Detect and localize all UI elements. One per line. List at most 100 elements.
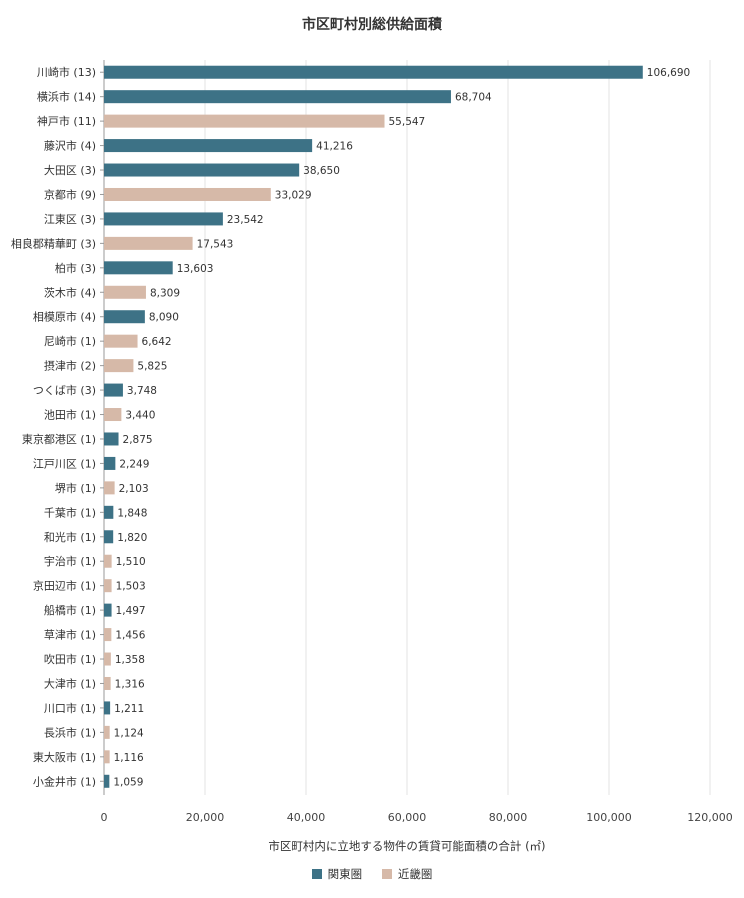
category-label-3: 藤沢市 (4) <box>44 139 96 153</box>
chart-title: 市区町村別総供給面積 <box>302 17 442 33</box>
category-label-19: 和光市 (1) <box>44 530 96 544</box>
category-label-0: 川崎市 (13) <box>37 65 96 79</box>
category-label-8: 柏市 (3) <box>55 261 96 275</box>
value-label-27: 1,124 <box>114 727 144 739</box>
bar-22 <box>104 603 112 617</box>
bar-6 <box>104 212 223 226</box>
axes: 0 20,000 40,000 60,000 80,000 100,000 120,000 <box>100 60 733 824</box>
bar-21 <box>104 579 112 593</box>
bar-24 <box>104 652 111 666</box>
bar-29 <box>104 774 110 788</box>
category-label-25: 大津市 (1) <box>44 676 96 690</box>
x-tick-label-0: 0 <box>101 811 108 824</box>
category-label-20: 宇治市 (1) <box>44 554 96 568</box>
category-label-28: 東大阪市 (1) <box>33 750 96 764</box>
legend-label-kinki: 近畿圏 <box>397 867 433 881</box>
bar-0 <box>104 65 643 79</box>
x-tick-label-3: 60,000 <box>388 811 427 824</box>
x-tick-label-4: 80,000 <box>489 811 528 824</box>
bar-2 <box>104 114 385 128</box>
bar-5 <box>104 187 271 201</box>
value-label-7: 17,543 <box>197 238 234 250</box>
value-label-9: 8,309 <box>150 287 180 299</box>
category-label-14: 池田市 (1) <box>44 408 96 422</box>
value-label-12: 5,825 <box>137 361 167 373</box>
labels: 川崎市 (13) 106,690 横浜市 (14) 68,704 神戸市 (11) 55,… <box>11 65 690 788</box>
bar-9 <box>104 285 146 299</box>
legend: 関東圏 近畿圏 <box>0 866 744 882</box>
value-label-22: 1,497 <box>116 605 146 617</box>
value-label-5: 33,029 <box>275 189 312 201</box>
bar-10 <box>104 310 145 324</box>
category-label-13: つくば市 (3) <box>33 383 96 397</box>
value-label-4: 38,650 <box>303 165 340 177</box>
bar-27 <box>104 725 110 739</box>
category-label-11: 尼崎市 (1) <box>44 334 96 348</box>
bar-25 <box>104 676 111 690</box>
bar-17 <box>104 481 115 495</box>
bar-13 <box>104 383 123 397</box>
bar-15 <box>104 432 119 446</box>
value-label-21: 1,503 <box>116 581 146 593</box>
value-label-15: 2,875 <box>123 434 153 446</box>
value-label-16: 2,249 <box>119 458 149 470</box>
value-label-17: 2,103 <box>119 483 149 495</box>
legend-item-kinki: 近畿圏 <box>381 866 433 882</box>
value-label-11: 6,642 <box>142 336 172 348</box>
category-label-7: 相良郡精華町 (3) <box>11 236 96 250</box>
category-label-17: 堺市 (1) <box>55 481 96 495</box>
bar-19 <box>104 530 114 544</box>
category-label-1: 横浜市 (14) <box>37 90 96 104</box>
value-label-28: 1,116 <box>114 752 144 764</box>
value-label-18: 1,848 <box>117 507 147 519</box>
bar-3 <box>104 139 313 153</box>
x-tick-label-1: 20,000 <box>186 811 225 824</box>
category-label-5: 京都市 (9) <box>44 187 96 201</box>
category-label-10: 相模原市 (4) <box>33 310 96 324</box>
value-label-2: 55,547 <box>389 116 426 128</box>
legend-item-kanto: 関東圏 <box>311 866 363 882</box>
value-label-1: 68,704 <box>455 92 492 104</box>
value-label-3: 41,216 <box>316 141 353 153</box>
bar-23 <box>104 628 112 642</box>
legend-swatch-kinki <box>381 869 392 879</box>
value-label-6: 23,542 <box>227 214 264 226</box>
category-label-15: 東京都港区 (1) <box>22 432 96 446</box>
value-label-23: 1,456 <box>115 630 145 642</box>
bar-14 <box>104 408 122 422</box>
category-label-9: 茨木市 (4) <box>44 285 96 299</box>
bar-1 <box>104 90 451 104</box>
value-label-26: 1,211 <box>114 703 144 715</box>
category-label-12: 摂津市 (2) <box>44 359 96 373</box>
bar-4 <box>104 163 300 177</box>
value-label-13: 3,748 <box>127 385 157 397</box>
value-label-14: 3,440 <box>125 410 155 422</box>
bar-20 <box>104 554 112 568</box>
gridlines <box>204 60 711 795</box>
category-label-26: 川口市 (1) <box>44 701 96 715</box>
value-label-24: 1,358 <box>115 654 145 666</box>
category-label-21: 京田辺市 (1) <box>33 579 96 593</box>
category-label-24: 吹田市 (1) <box>44 652 96 666</box>
legend-swatch-kanto <box>311 869 322 879</box>
category-label-23: 草津市 (1) <box>44 628 96 642</box>
bar-16 <box>104 456 116 470</box>
x-tick-label-5: 100,000 <box>586 811 632 824</box>
bars <box>104 65 643 788</box>
category-label-2: 神戸市 (11) <box>37 114 96 128</box>
category-label-6: 江東区 (3) <box>44 213 96 226</box>
value-label-29: 1,059 <box>113 776 143 788</box>
value-label-0: 106,690 <box>647 67 690 79</box>
x-tick-label-6: 120,000 <box>687 811 733 824</box>
bar-18 <box>104 505 114 519</box>
category-label-18: 千葉市 (1) <box>44 505 96 519</box>
legend-label-kanto: 関東圏 <box>327 867 363 881</box>
x-axis-label: 市区町村内に立地する物件の賃貸可能面積の合計 (㎡) <box>268 839 546 853</box>
category-label-27: 長浜市 (1) <box>44 725 96 739</box>
category-label-4: 大田区 (3) <box>44 163 96 177</box>
value-label-8: 13,603 <box>177 263 214 275</box>
x-tick-label-2: 40,000 <box>287 811 326 824</box>
category-label-22: 船橋市 (1) <box>44 603 96 617</box>
bar-12 <box>104 359 134 373</box>
